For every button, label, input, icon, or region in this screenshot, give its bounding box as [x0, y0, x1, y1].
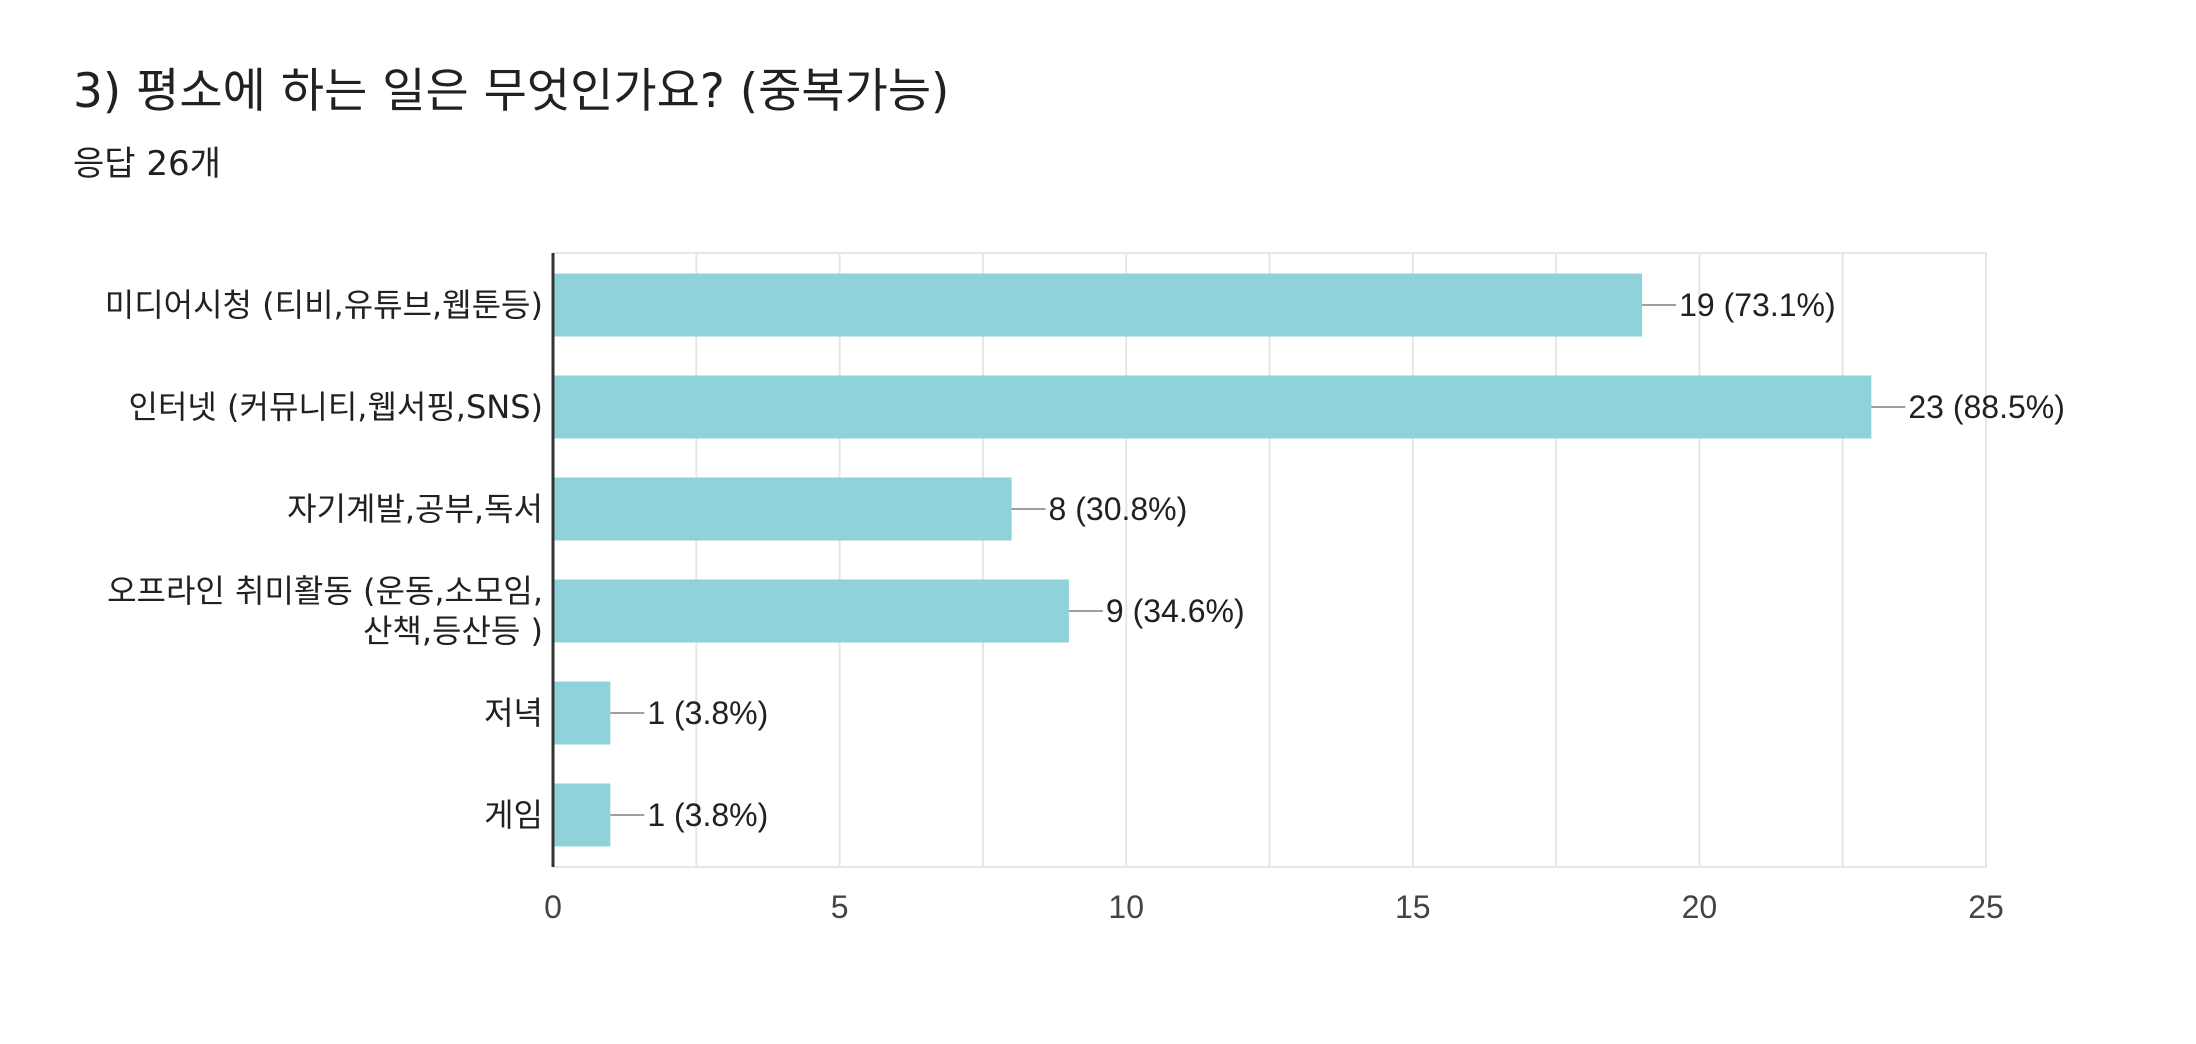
grid-lines — [553, 252, 1987, 868]
bar — [553, 375, 1872, 439]
value-label: 9 (34.6%) — [1106, 593, 1245, 629]
value-label: 8 (30.8%) — [1049, 491, 1188, 527]
category-label: 미디어시청 (티비,유튜브,웹툰등) — [105, 286, 543, 324]
bar — [553, 783, 611, 847]
value-label: 1 (3.8%) — [647, 797, 768, 833]
category-label: 저녁 — [484, 694, 543, 732]
x-tick-label: 25 — [1968, 889, 2004, 925]
x-tick-label: 5 — [831, 889, 849, 925]
response-count: 응답 26개 — [73, 144, 221, 185]
bars — [553, 273, 1906, 847]
labels: 19 (73.1%) 미디어시청 (티비,유튜브,웹툰등) 23 (88.5%) 인터… — [105, 286, 2065, 925]
category-label: 자기계발,공부,독서 — [287, 490, 543, 528]
x-tick-label: 15 — [1395, 889, 1431, 925]
bar — [553, 681, 611, 745]
x-tick-label: 20 — [1682, 889, 1718, 925]
value-label: 23 (88.5%) — [1908, 389, 2065, 425]
bar — [553, 477, 1012, 541]
bar — [553, 273, 1643, 337]
chart-title: 3) 평소에 하는 일은 무엇인가요? (중복가능) — [73, 64, 950, 119]
value-label: 19 (73.1%) — [1679, 287, 1836, 323]
x-tick-label: 0 — [544, 889, 562, 925]
value-label: 1 (3.8%) — [647, 695, 768, 731]
category-label: 인터넷 (커뮤니티,웹서핑,SNS) — [129, 388, 543, 426]
x-tick-label: 10 — [1108, 889, 1144, 925]
chart-header: 3) 평소에 하는 일은 무엇인가요? (중복가능) 응답 26개 — [73, 64, 949, 185]
category-label: 산책,등산등 ) — [363, 612, 543, 650]
bar — [553, 579, 1069, 643]
category-label: 오프라인 취미활동 (운동,소모임, — [107, 572, 543, 610]
category-label: 게임 — [484, 796, 543, 834]
